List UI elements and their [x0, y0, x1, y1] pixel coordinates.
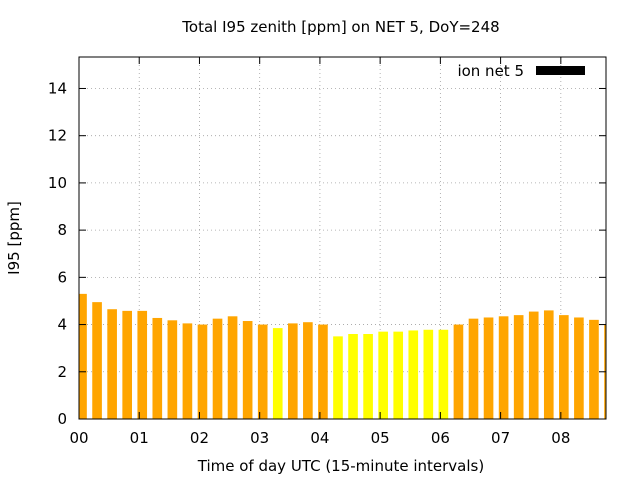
- x-axis: 00 01 02 03 04 05 06 07 08: [69, 57, 570, 447]
- x-tick-label: 00: [69, 429, 88, 447]
- bars: [79, 293, 606, 419]
- bar: [257, 324, 268, 419]
- bar: [287, 323, 298, 419]
- bar: [197, 324, 208, 419]
- bar: [438, 329, 449, 419]
- bar: [182, 323, 193, 419]
- bar: [589, 319, 599, 419]
- plot-frame: [78, 56, 607, 420]
- y-axis: 0 2 4 6 8 10 12 14: [48, 79, 606, 428]
- bar: [528, 311, 539, 419]
- bar: [318, 324, 328, 419]
- y-axis-label: I95 [ppm]: [5, 201, 23, 275]
- bar: [212, 318, 223, 419]
- y-tick-label: 6: [57, 268, 67, 286]
- y-tick-label: 10: [48, 174, 67, 192]
- x-axis-label: Time of day UTC (15-minute intervals): [197, 457, 484, 475]
- x-tick-label: 04: [310, 429, 329, 447]
- bar: [122, 310, 133, 419]
- x-tick-label: 06: [431, 429, 450, 447]
- x-tick-label: 03: [250, 429, 269, 447]
- y-tick-label: 14: [48, 79, 67, 97]
- bar: [152, 317, 163, 419]
- x-tick-label: 02: [190, 429, 209, 447]
- chart-title: Total I95 zenith [ppm] on NET 5, DoY=248: [181, 18, 499, 36]
- bar: [363, 334, 373, 419]
- bar: [408, 330, 419, 419]
- y-tick-label: 4: [57, 316, 67, 334]
- legend-swatch: [536, 66, 585, 75]
- bar: [79, 293, 87, 419]
- bar: [333, 336, 343, 419]
- bar: [303, 322, 313, 419]
- bar: [498, 316, 509, 419]
- bar: [393, 331, 404, 419]
- bar: [242, 321, 253, 419]
- bar: [423, 329, 434, 419]
- bar: [559, 315, 569, 419]
- bar: [227, 316, 238, 419]
- bar: [92, 302, 102, 419]
- y-tick-label: 2: [57, 363, 67, 381]
- bar: [272, 328, 283, 419]
- x-tick-label: 05: [371, 429, 390, 447]
- y-tick-label: 0: [57, 410, 67, 428]
- legend: ion net 5: [457, 62, 585, 80]
- bar: [453, 324, 464, 419]
- y-tick-label: 8: [57, 221, 67, 239]
- bar: [167, 320, 178, 419]
- bar: [378, 331, 388, 419]
- x-tick-label: 07: [491, 429, 510, 447]
- bar: [107, 309, 117, 419]
- x-tick-label: 01: [130, 429, 149, 447]
- bar: [468, 318, 479, 419]
- bar: [137, 310, 148, 419]
- bar: [483, 317, 494, 419]
- bar: [348, 334, 358, 419]
- legend-label: ion net 5: [457, 62, 524, 80]
- x-tick-label: 08: [551, 429, 570, 447]
- y-tick-label: 12: [48, 127, 67, 145]
- bar: [574, 317, 584, 419]
- bar: [543, 310, 554, 419]
- bar: [513, 315, 524, 419]
- grid-lines: [79, 57, 606, 419]
